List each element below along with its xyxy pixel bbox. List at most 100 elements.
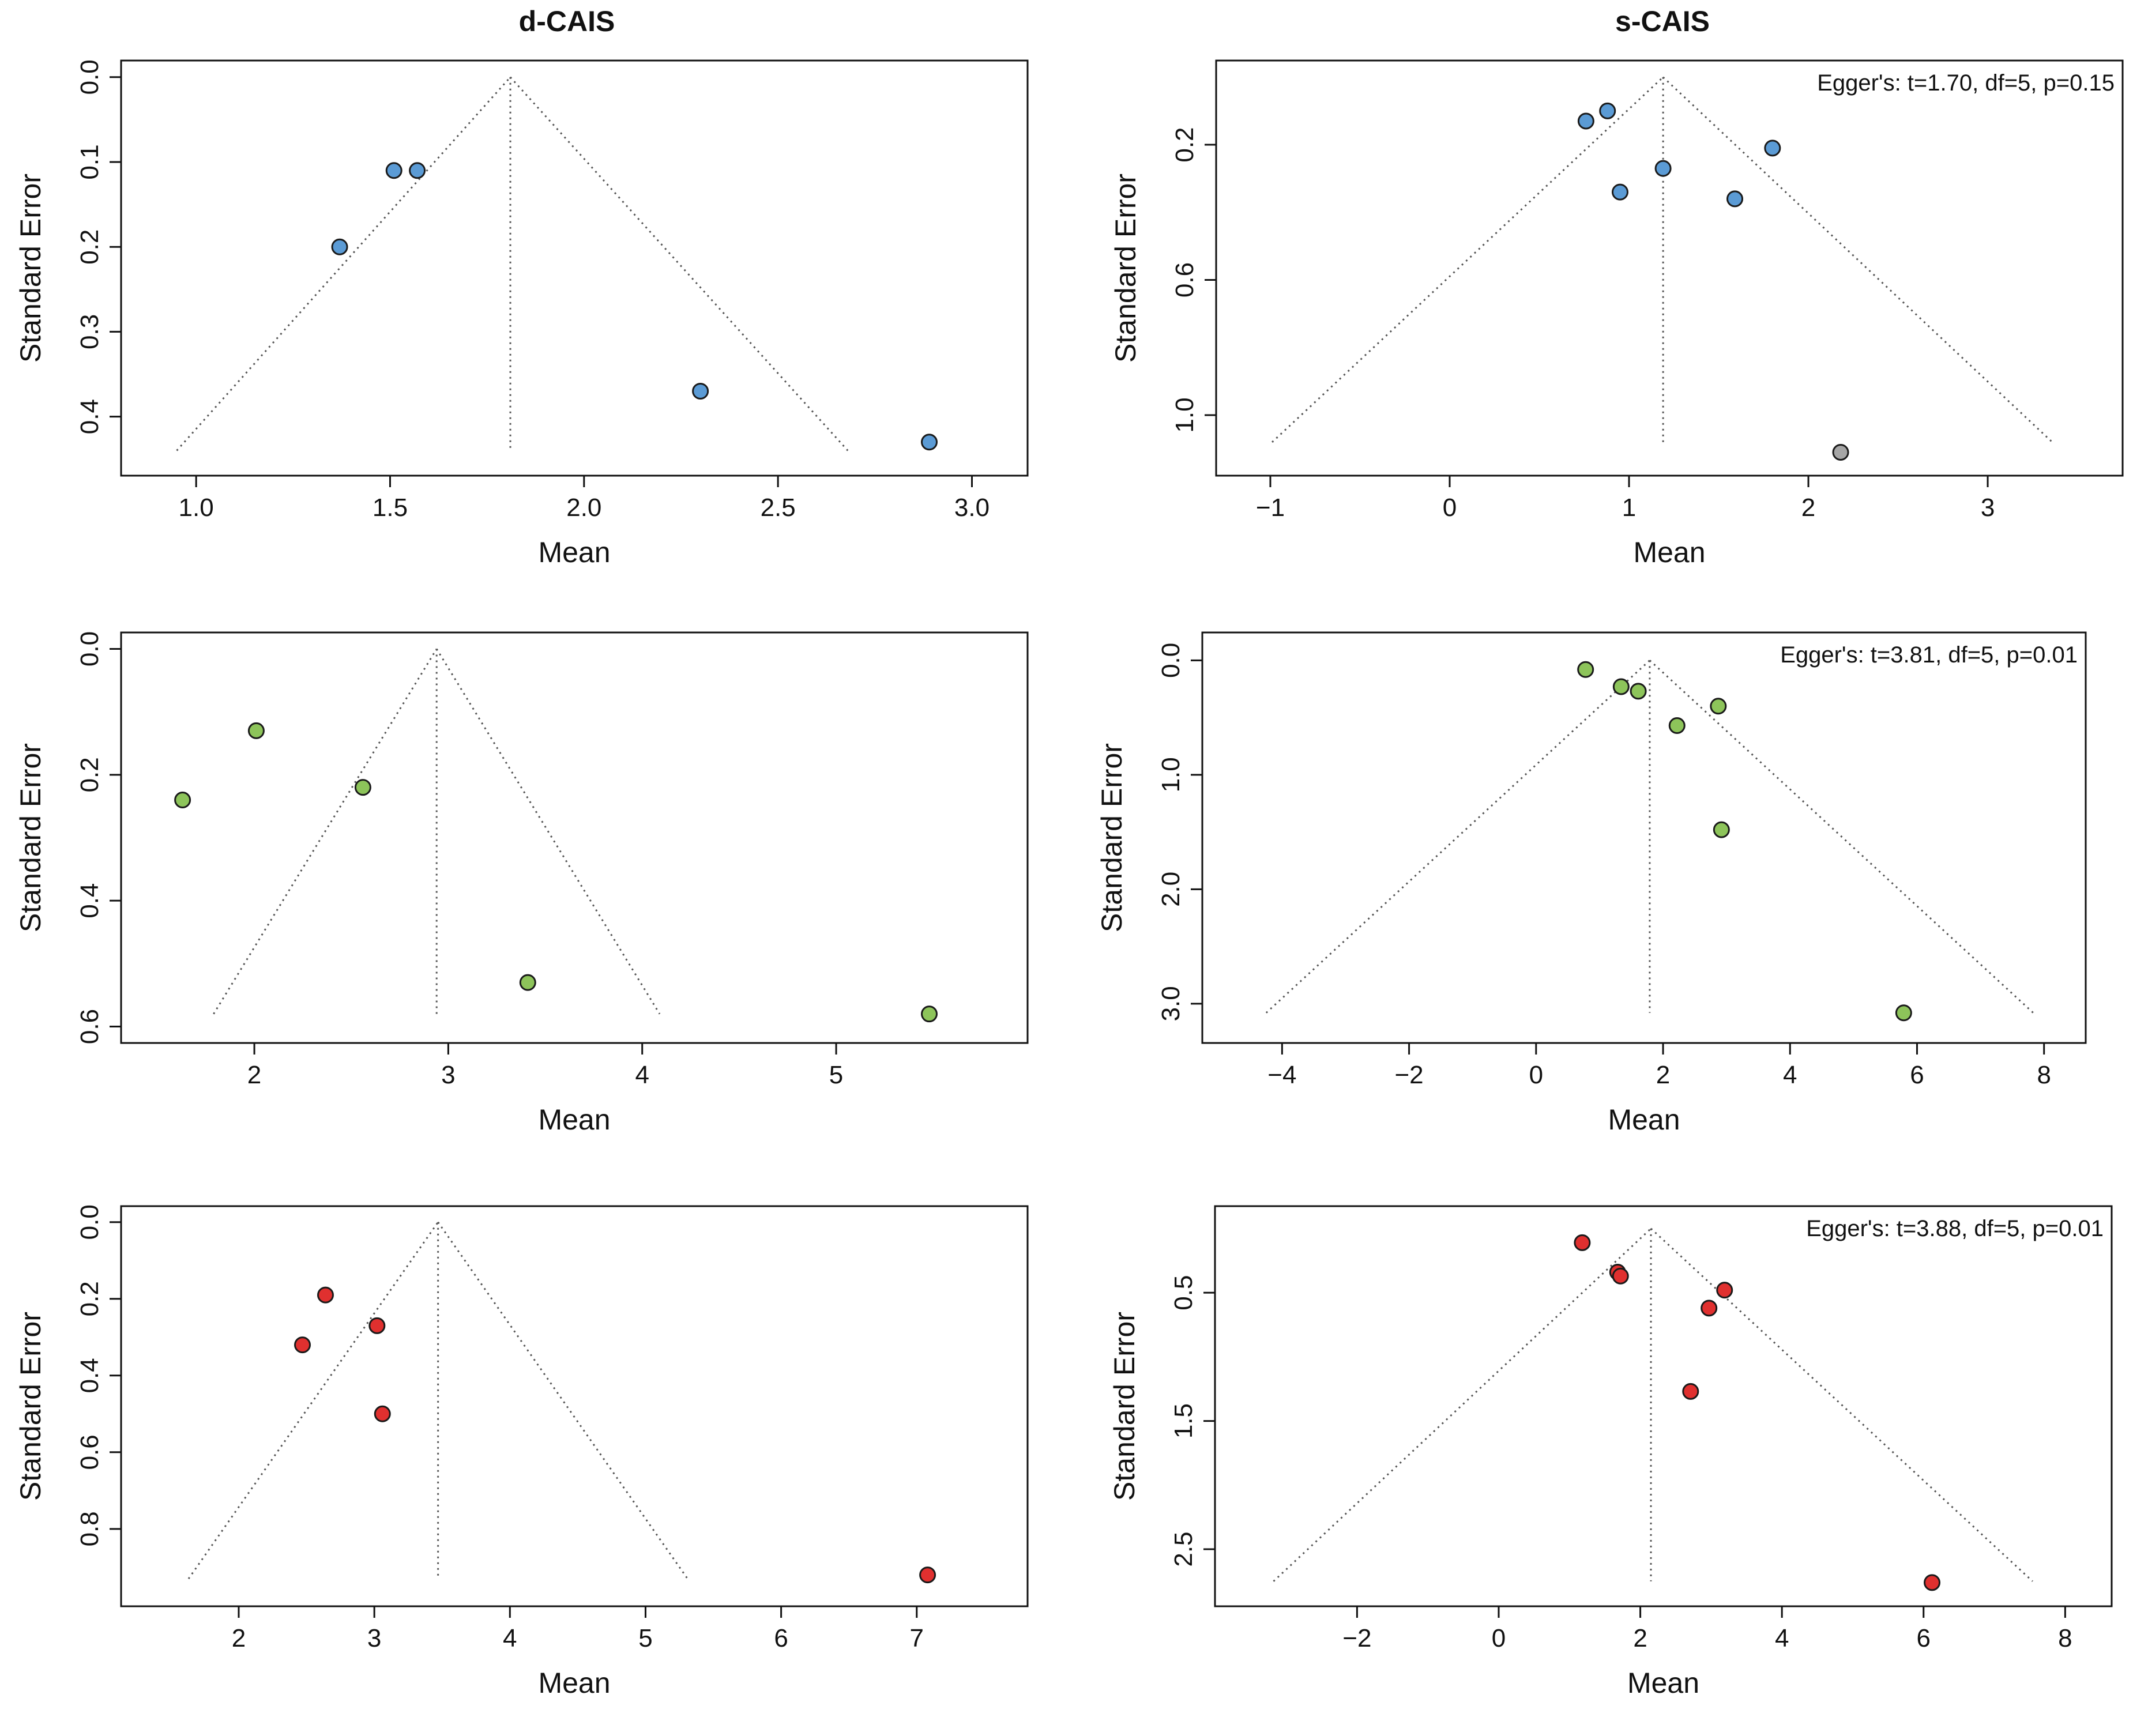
study-point — [1599, 102, 1616, 119]
y-tick-label: 1.0 — [1157, 757, 1185, 792]
y-tick-label: 0.2 — [76, 229, 104, 265]
study-point — [920, 434, 938, 451]
funnel-left-line — [1273, 1227, 1652, 1582]
x-tick-label: 2 — [232, 1624, 246, 1652]
x-tick-label: −2 — [1342, 1624, 1371, 1652]
plot-frame — [1214, 1205, 2113, 1607]
y-tick-label: 0.0 — [76, 631, 104, 666]
x-tick-label: −1 — [1256, 494, 1285, 522]
funnel-panel-2: −1 0 1 2 3 Mean 0.2 0.6 1.0 Standard Error Egger's… — [1109, 59, 2124, 568]
y-axis: 0.5 1.5 2.5 — [1169, 1275, 1215, 1567]
y-tick-label: 0.6 — [76, 1434, 104, 1470]
y-tick-label: 0.6 — [1171, 262, 1199, 298]
y-axis-label: Standard Error — [1096, 743, 1128, 932]
funnel-left-line — [187, 1221, 439, 1580]
study-point — [1611, 183, 1628, 201]
y-axis: 0.0 0.1 0.2 0.3 0.4 — [76, 59, 121, 434]
x-tick-label: 3 — [1981, 494, 1995, 522]
x-tick-label: 1 — [1622, 494, 1636, 522]
y-axis-label: Standard Error — [14, 174, 47, 363]
study-point — [331, 238, 348, 255]
y-axis: 0.2 0.6 1.0 — [1171, 127, 1216, 433]
x-tick-label: 5 — [829, 1061, 843, 1089]
study-point — [354, 779, 371, 796]
study-point — [1701, 1300, 1718, 1317]
egger-annotation: Egger's: t=1.70, df=5, p=0.15 — [1817, 70, 2115, 96]
plot-frame — [120, 1205, 1029, 1607]
study-point — [1612, 678, 1630, 695]
study-point — [409, 162, 426, 179]
x-tick-label: 4 — [1783, 1061, 1797, 1089]
y-tick-label: 0.1 — [76, 144, 104, 179]
funnel-left-line — [176, 76, 511, 451]
x-tick-label: 1.0 — [179, 494, 214, 522]
y-axis-label: Standard Error — [1108, 1312, 1141, 1501]
x-axis: 2 3 4 5 — [247, 1043, 843, 1089]
funnel-panel-1: 1.0 1.5 2.0 2.5 3.0 Mean 0.0 0.1 0.2 0.3 0.4 Standa… — [14, 59, 1029, 568]
study-point — [1713, 821, 1730, 838]
study-point — [1654, 160, 1672, 177]
x-tick-label: −4 — [1267, 1061, 1296, 1089]
study-point — [1895, 1004, 1912, 1022]
funnel-right-line — [435, 648, 661, 1015]
study-point — [368, 1317, 386, 1334]
y-tick-label: 0.0 — [1157, 643, 1185, 678]
study-point — [1577, 112, 1594, 130]
funnel-left-line — [1265, 660, 1650, 1014]
x-axis: −4 −2 0 2 4 6 8 — [1267, 1043, 2051, 1089]
study-point — [1630, 683, 1647, 700]
x-tick-label: 6 — [774, 1624, 788, 1652]
x-tick-label: 0 — [1443, 494, 1457, 522]
x-axis-label: Mean — [1608, 1104, 1680, 1136]
x-tick-label: 3.0 — [954, 494, 990, 522]
study-point — [374, 1405, 391, 1422]
y-tick-label: 0.6 — [76, 1009, 104, 1044]
funnel-panel-6: −2 0 2 4 6 8 Mean 0.5 1.5 2.5 Standard Error Egger'… — [1108, 1205, 2113, 1699]
x-axis-label: Mean — [1633, 536, 1705, 568]
study-point — [1716, 1282, 1733, 1299]
y-axis-label: Standard Error — [14, 1312, 47, 1501]
y-tick-label: 0.2 — [1171, 127, 1199, 162]
y-tick-label: 0.4 — [76, 1358, 104, 1393]
y-tick-label: 3.0 — [1157, 986, 1185, 1021]
column-title-s-cais: s-CAIS — [1615, 5, 1710, 37]
plot-frame — [120, 631, 1029, 1044]
study-point — [317, 1286, 334, 1304]
x-tick-label: 8 — [2058, 1624, 2072, 1652]
x-tick-label: 2 — [1801, 494, 1815, 522]
y-tick-label: 0.4 — [76, 399, 104, 434]
x-tick-label: 2 — [1656, 1061, 1670, 1089]
study-point — [519, 974, 536, 991]
y-tick-label: 0.3 — [76, 314, 104, 349]
column-title-d-cais: d-CAIS — [518, 5, 615, 37]
y-tick-label: 0.2 — [76, 1281, 104, 1316]
y-tick-label: 0.0 — [76, 59, 104, 95]
study-point — [294, 1336, 311, 1354]
study-point — [1682, 1383, 1699, 1400]
x-tick-label: 5 — [638, 1624, 652, 1652]
y-tick-label: 1.0 — [1171, 397, 1199, 432]
x-tick-label: 6 — [1910, 1061, 1924, 1089]
x-tick-label: 2.0 — [566, 494, 601, 522]
funnel-right-line — [1662, 76, 2053, 443]
funnel-right-line — [1650, 1227, 2033, 1582]
x-axis: 1.0 1.5 2.0 2.5 3.0 — [179, 476, 990, 522]
study-point — [1574, 1234, 1591, 1251]
x-tick-label: 6 — [1917, 1624, 1931, 1652]
x-tick-label: 2.5 — [761, 494, 796, 522]
y-tick-label: 0.4 — [76, 883, 104, 918]
study-point — [920, 1006, 938, 1023]
x-axis-label: Mean — [538, 1667, 610, 1699]
study-point — [1668, 717, 1686, 734]
x-tick-label: 7 — [910, 1624, 924, 1652]
study-point — [1924, 1574, 1941, 1591]
y-axis-label: Standard Error — [14, 743, 47, 932]
study-point — [174, 791, 191, 808]
x-axis: −1 0 1 2 3 — [1256, 476, 1995, 522]
x-tick-label: 4 — [1775, 1624, 1789, 1652]
funnel-right-line — [1649, 660, 2034, 1014]
x-tick-label: 8 — [2037, 1061, 2051, 1089]
x-tick-label: 3 — [367, 1624, 381, 1652]
x-axis: −2 0 2 4 6 8 — [1342, 1606, 2072, 1652]
study-point — [385, 162, 402, 179]
